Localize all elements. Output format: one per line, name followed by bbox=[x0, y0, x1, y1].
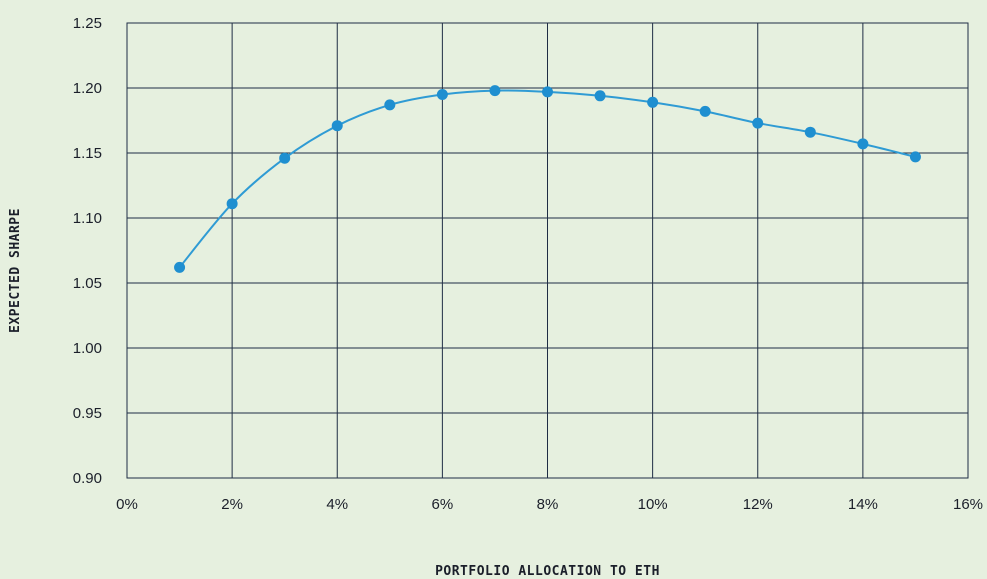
x-tick-label: 2% bbox=[221, 496, 243, 513]
y-tick-label: 0.95 bbox=[73, 405, 102, 422]
y-tick-label: 1.10 bbox=[73, 210, 102, 227]
data-point bbox=[804, 126, 816, 138]
data-points bbox=[174, 85, 921, 273]
y-tick-label: 1.05 bbox=[73, 275, 102, 292]
x-tick-label: 4% bbox=[326, 496, 348, 513]
data-point bbox=[279, 152, 291, 164]
x-tick-label: 0% bbox=[116, 496, 138, 513]
y-tick-label: 1.25 bbox=[73, 15, 102, 32]
data-point bbox=[489, 85, 501, 97]
x-tick-label: 8% bbox=[537, 496, 559, 513]
data-point bbox=[752, 117, 764, 129]
data-point bbox=[174, 261, 186, 273]
data-point bbox=[331, 120, 343, 132]
data-point bbox=[594, 90, 606, 102]
data-point bbox=[647, 96, 659, 108]
x-tick-label: 16% bbox=[953, 496, 983, 513]
y-tick-label: 1.15 bbox=[73, 145, 102, 162]
data-point bbox=[384, 99, 396, 111]
data-point bbox=[857, 138, 869, 150]
y-tick-label: 1.00 bbox=[73, 340, 102, 357]
y-tick-label: 0.90 bbox=[73, 470, 102, 487]
x-tick-labels: 0% 2% 4% 6% 8% 10% 12% 14% 16% bbox=[116, 496, 983, 513]
x-tick-label: 14% bbox=[848, 496, 878, 513]
x-axis-title: PORTFOLIO ALLOCATION TO ETH bbox=[435, 564, 660, 579]
y-axis-title: EXPECTED SHARPE bbox=[8, 208, 23, 333]
data-point bbox=[226, 198, 238, 210]
data-point bbox=[909, 151, 921, 163]
x-tick-label: 10% bbox=[638, 496, 668, 513]
y-gridlines bbox=[127, 22, 968, 479]
y-tick-label: 1.20 bbox=[73, 80, 102, 97]
y-tick-labels: 0.90 0.95 1.00 1.05 1.10 1.15 1.20 1.25 bbox=[73, 15, 102, 487]
x-gridlines bbox=[126, 23, 969, 478]
data-point bbox=[542, 86, 553, 98]
data-point bbox=[699, 105, 711, 117]
x-tick-label: 12% bbox=[743, 496, 773, 513]
data-point bbox=[436, 89, 448, 100]
x-tick-label: 6% bbox=[432, 496, 454, 513]
